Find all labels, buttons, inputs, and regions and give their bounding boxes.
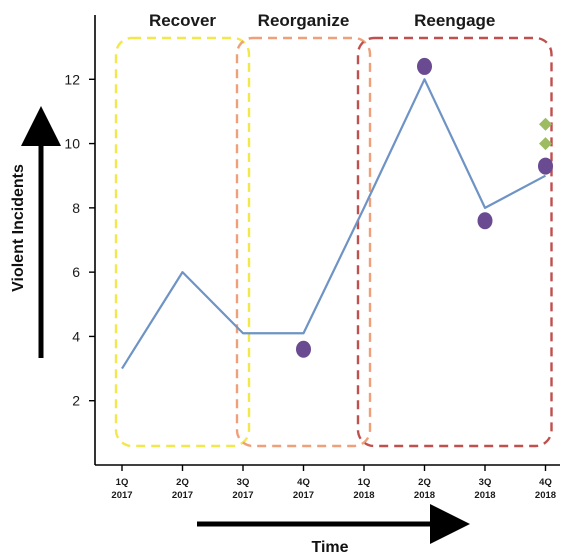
phase-box-reengage [356, 36, 553, 448]
x-tick-label-quarter: 2Q [418, 477, 431, 488]
y-axis-title: Violent Incidents [10, 164, 27, 292]
y-tick-label: 12 [64, 71, 80, 87]
axes [94, 15, 560, 466]
x-tick-label-quarter: 4Q [297, 477, 310, 488]
event-marker-circle [538, 157, 553, 175]
y-tick-label: 8 [72, 200, 80, 216]
phase-box-reorganize [235, 36, 372, 448]
y-tick-label: 10 [64, 136, 80, 152]
x-tick-label-quarter: 1Q [116, 477, 129, 488]
x-tick-label-quarter: 1Q [358, 477, 371, 488]
point-markers [296, 57, 553, 358]
x-tick-label-year: 2017 [293, 490, 314, 501]
event-marker-diamond [539, 117, 552, 131]
phase-label-reorganize: Reorganize [258, 11, 350, 30]
x-tick-label-quarter: 2Q [176, 477, 189, 488]
x-tick-label-year: 2017 [111, 490, 132, 501]
event-marker-circle [296, 340, 311, 358]
series [121, 78, 547, 370]
phase-box-recover [114, 36, 251, 448]
y-tick-label: 6 [72, 264, 80, 280]
x-ticks: 1Q 2017 2Q 2017 3Q 2017 4Q 2017 1Q 2018 2Q 2018 3Q 20… [111, 465, 556, 501]
series-line [121, 78, 547, 370]
phase-label-recover: Recover [149, 11, 216, 30]
event-marker-diamond [539, 137, 552, 151]
x-axis-title: Time [311, 539, 348, 556]
x-tick-label-year: 2017 [172, 490, 193, 501]
x-tick-label-year: 2017 [232, 490, 253, 501]
x-tick-label-quarter: 3Q [237, 477, 250, 488]
phase-boxes: Recover Reorganize Reengage [114, 11, 553, 448]
phase-label-reengage: Reengage [414, 11, 495, 30]
x-tick-label-year: 2018 [353, 490, 374, 501]
event-marker-circle [417, 57, 432, 75]
x-tick-label-year: 2018 [474, 490, 495, 501]
x-tick-label-quarter: 3Q [479, 477, 492, 488]
event-marker-circle [477, 212, 493, 230]
x-tick-label-year: 2018 [414, 490, 435, 501]
y-ticks: 2 4 6 8 10 12 [64, 71, 95, 409]
y-tick-label: 2 [72, 393, 80, 409]
x-tick-label-quarter: 4Q [539, 477, 552, 488]
x-tick-label-year: 2018 [535, 490, 556, 501]
y-tick-label: 4 [72, 328, 80, 344]
axis-titles: Violent Incidents Time [10, 106, 470, 556]
